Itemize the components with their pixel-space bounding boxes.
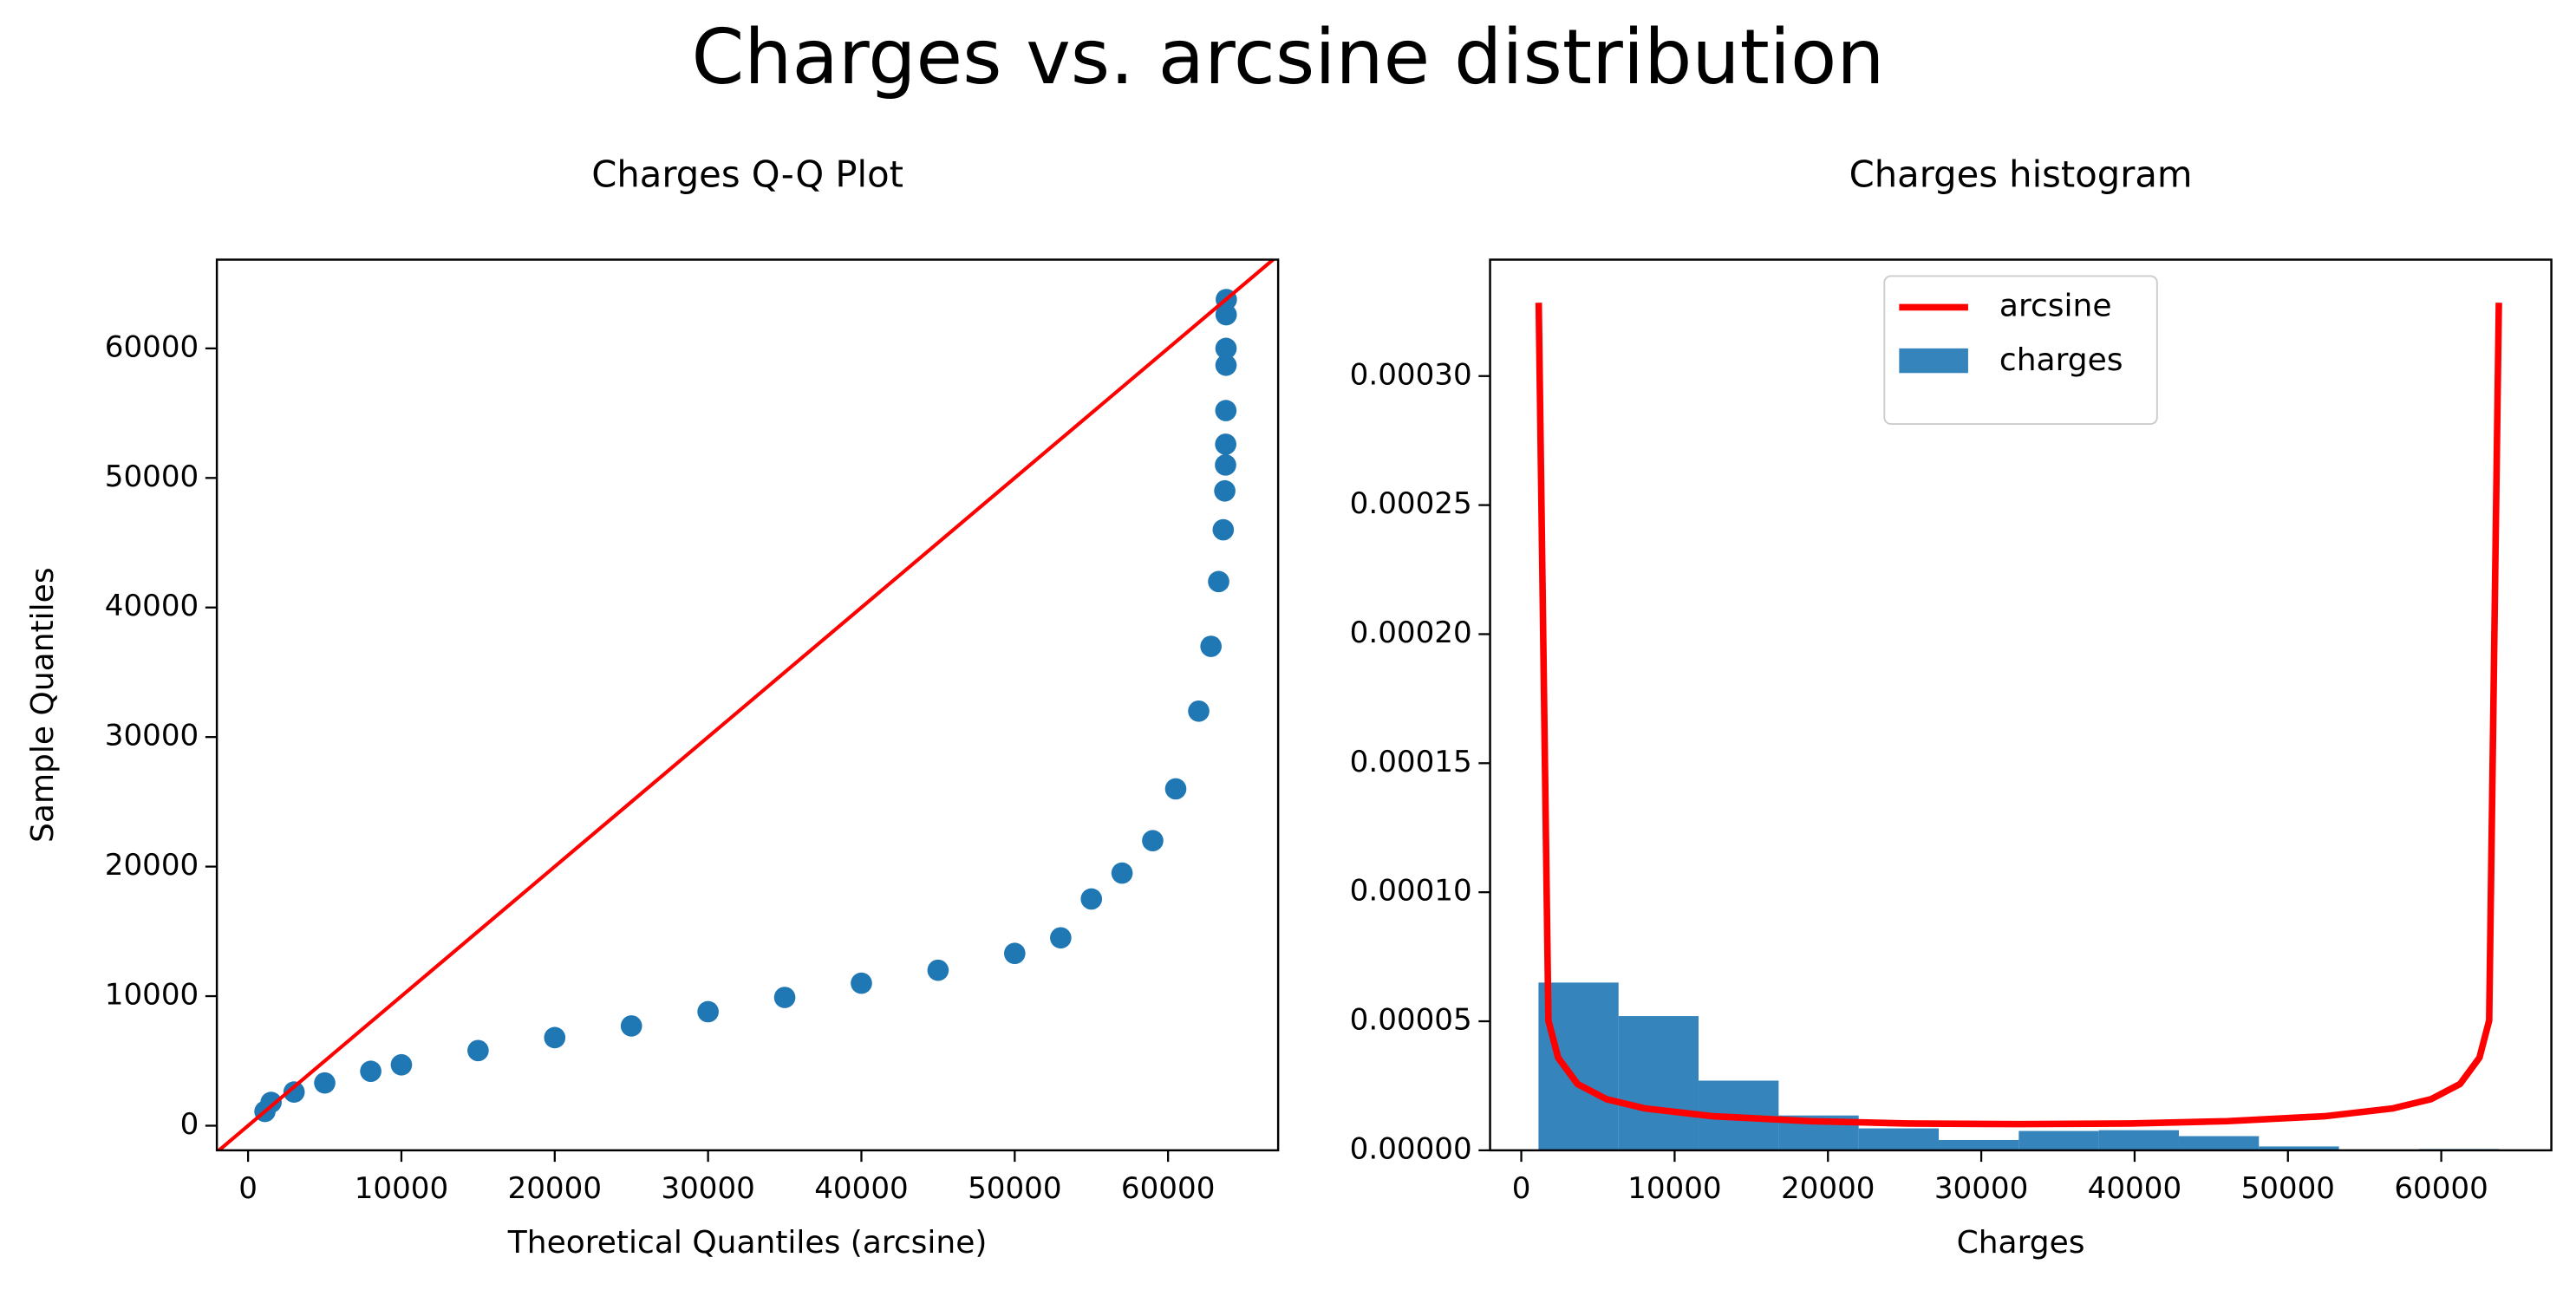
x-tick-label: 10000 bbox=[355, 1171, 448, 1206]
y-tick-label: 0.00020 bbox=[1350, 616, 1472, 650]
legend-label: charges bbox=[1999, 342, 2123, 378]
point bbox=[927, 959, 949, 981]
point bbox=[1004, 942, 1026, 965]
y-tick-label: 60000 bbox=[105, 329, 199, 364]
bar bbox=[2018, 1130, 2099, 1150]
point bbox=[1164, 778, 1187, 800]
point bbox=[1142, 830, 1164, 852]
legend-label: arcsine bbox=[1999, 288, 2112, 323]
y-tick-label: 0.00000 bbox=[1350, 1131, 1472, 1166]
y-tick-label: 0.00025 bbox=[1350, 486, 1472, 521]
point bbox=[1188, 700, 1210, 722]
point bbox=[620, 1015, 642, 1037]
point bbox=[1208, 570, 1229, 593]
figure-title: Charges vs. arcsine distribution bbox=[691, 13, 1884, 101]
axes-frame bbox=[1489, 258, 2553, 1152]
axes-title: Charges histogram bbox=[1849, 153, 2193, 196]
x-tick-label: 50000 bbox=[2241, 1171, 2335, 1206]
y-tick-label: 20000 bbox=[105, 848, 199, 883]
axes-title: Charges Q-Q Plot bbox=[591, 153, 903, 196]
point bbox=[360, 1060, 382, 1083]
y-tick-label: 40000 bbox=[105, 589, 199, 623]
point bbox=[1212, 518, 1235, 541]
point bbox=[697, 1000, 719, 1023]
y-tick-label: 0.00005 bbox=[1350, 1003, 1472, 1038]
legend-box bbox=[1883, 275, 2158, 425]
y-tick-label: 30000 bbox=[105, 719, 199, 753]
point bbox=[1200, 635, 1222, 657]
point bbox=[1214, 479, 1236, 502]
point bbox=[260, 1091, 282, 1113]
x-tick-label: 30000 bbox=[1934, 1171, 2028, 1206]
point bbox=[1050, 927, 1072, 949]
reference-line bbox=[217, 259, 1276, 1150]
bar bbox=[1538, 982, 1619, 1150]
bar bbox=[2178, 1136, 2260, 1150]
bar bbox=[2259, 1146, 2339, 1150]
plot-area bbox=[217, 259, 1276, 1150]
x-tick-label: 40000 bbox=[814, 1171, 908, 1206]
x-tick-label: 20000 bbox=[508, 1171, 602, 1206]
point bbox=[1215, 354, 1237, 376]
x-tick-label: 0 bbox=[238, 1171, 258, 1206]
x-axis-label: Theoretical Quantiles (arcsine) bbox=[507, 1225, 988, 1261]
line bbox=[1535, 303, 2502, 1128]
point bbox=[1215, 454, 1236, 476]
bar bbox=[1939, 1139, 2019, 1150]
point bbox=[544, 1026, 566, 1049]
y-tick-label: 0.00010 bbox=[1350, 874, 1472, 909]
point bbox=[1215, 337, 1237, 360]
x-tick-label: 60000 bbox=[2394, 1171, 2488, 1206]
axes-frame bbox=[215, 258, 1280, 1152]
y-tick-label: 0.00030 bbox=[1350, 357, 1472, 392]
point bbox=[1215, 400, 1237, 421]
legend-swatch bbox=[1899, 348, 1968, 374]
bar bbox=[1618, 1016, 1699, 1150]
x-tick-label: 10000 bbox=[1627, 1171, 1721, 1206]
x-tick-label: 60000 bbox=[1121, 1171, 1215, 1206]
point bbox=[1111, 862, 1133, 884]
point bbox=[851, 972, 872, 994]
x-tick-label: 20000 bbox=[1781, 1171, 1875, 1206]
x-tick-label: 30000 bbox=[661, 1171, 754, 1206]
bar bbox=[2098, 1130, 2179, 1150]
x-axis-label: Charges bbox=[1957, 1225, 2085, 1261]
plot-area bbox=[1535, 303, 2502, 1150]
x-tick-label: 40000 bbox=[2088, 1171, 2181, 1206]
point bbox=[773, 987, 796, 1008]
y-axis-label: Sample Quantiles bbox=[25, 567, 61, 843]
point bbox=[314, 1072, 336, 1094]
x-tick-label: 0 bbox=[1512, 1171, 1531, 1206]
point bbox=[1080, 888, 1103, 910]
bar bbox=[1858, 1128, 1940, 1150]
y-tick-label: 0.00015 bbox=[1350, 745, 1472, 779]
x-tick-label: 50000 bbox=[968, 1171, 1061, 1206]
y-tick-label: 50000 bbox=[105, 459, 199, 494]
point bbox=[390, 1053, 413, 1076]
y-tick-label: 0 bbox=[180, 1107, 199, 1142]
point bbox=[283, 1081, 305, 1103]
point bbox=[1215, 433, 1236, 455]
point bbox=[1215, 303, 1237, 326]
y-tick-label: 10000 bbox=[105, 978, 199, 1013]
point bbox=[467, 1039, 489, 1062]
